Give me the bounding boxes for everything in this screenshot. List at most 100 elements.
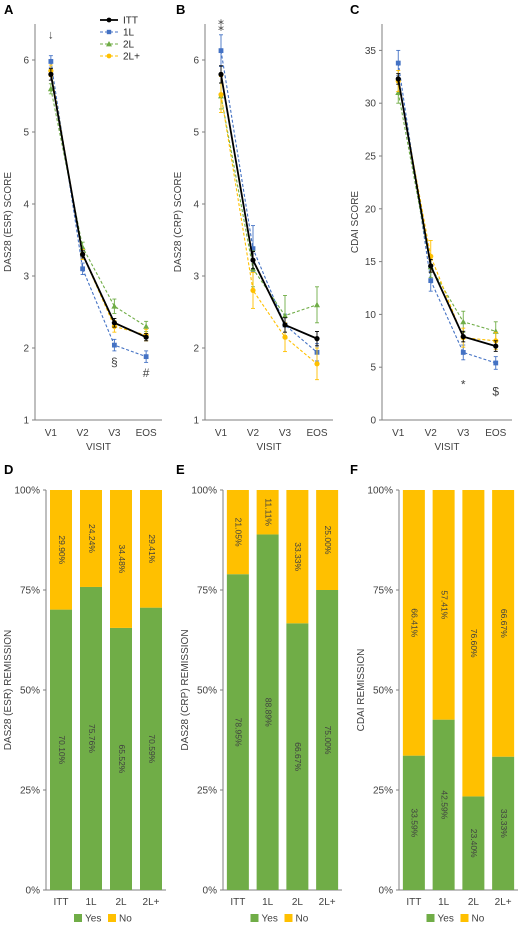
series-itt [218,65,320,347]
y-tick-label: 0 [370,416,376,427]
legend-label: 2L [123,40,135,51]
data-label: 65.52% [117,745,127,774]
y-tick-label: 1 [23,416,29,427]
x-tick-label: V3 [457,428,470,439]
data-point [314,336,320,342]
bar-yes [226,574,249,890]
bar-yes [140,607,162,890]
data-label: 88.89% [263,698,273,727]
y-tick-label: 3 [193,272,199,283]
data-label: 33.33% [293,542,303,571]
data-point [250,257,256,263]
legend-label: No [296,914,309,925]
legend-swatch [74,914,82,922]
series-2lplus [218,76,320,381]
bar-no [402,490,425,756]
y-tick-label: 25% [197,786,217,797]
legend-swatch [250,914,259,922]
x-tick-label: ITT [230,897,245,908]
data-label: 70.10% [57,735,67,764]
x-axis-title: VISIT [86,442,111,453]
data-point [428,263,434,269]
series-2lplus [395,70,499,350]
legend-marker [106,29,112,35]
legend-label: 2L+ [123,52,140,63]
y-tick-label: 75% [197,586,217,597]
x-tick-label: 2L+ [143,897,160,908]
data-label: 78.95% [234,718,244,747]
data-point [218,91,224,98]
data-label: 33.33% [499,809,509,838]
data-label: 57.41% [439,590,449,619]
data-label: 23.40% [469,829,479,858]
bar-yes [402,755,425,890]
data-label: 42.59% [439,790,449,819]
series-line [397,62,496,364]
legend-swatch [108,914,116,922]
data-point [48,71,54,77]
legend-swatch [426,914,435,922]
bar-yes [80,586,102,890]
x-tick-label: 1L [85,897,97,908]
bar-yes [256,534,279,890]
legend-swatch [284,914,293,922]
y-axis-title: DAS28 (CRP) SCORE [173,171,184,272]
data-point [111,320,117,326]
y-tick-label: 0% [26,886,41,897]
significance-marker: * [461,377,466,391]
y-tick-label: 2 [23,344,29,355]
y-tick-label: 35 [365,46,377,57]
panel-f: F 0% 25% 50% 75% 100% CDAI REMISSION 33.59% 66.4… [350,462,518,925]
series-line [397,92,496,332]
significance-marker: § [111,355,118,369]
series-line [49,74,147,339]
data-point [460,318,467,325]
legend: Yes No [74,914,132,925]
x-tick-label: 2L [292,897,304,908]
panel-a: A 1 2 3 4 5 6 V1 V2 V3 EOS VISIT DAS28 (ESR) SCORE ↓ §… [3,2,162,453]
data-label: 75.76% [87,724,97,753]
y-tick-label: 100% [191,486,217,497]
legend-marker [106,41,112,47]
series-itt [395,73,499,352]
x-tick-label: V2 [247,428,260,439]
y-tick-label: 50% [197,686,217,697]
y-tick-label: 0% [379,886,394,897]
legend-label: No [472,914,485,925]
panel-letter: A [4,2,14,17]
x-tick-label: ITT [406,897,421,908]
y-axis-title: CDAI REMISSION [356,649,367,732]
data-point [250,287,256,293]
bar-yes [50,609,72,890]
legend-label: Yes [85,914,101,925]
x-axis-title: VISIT [256,442,281,453]
panel-letter: D [4,462,13,477]
data-label: 21.05% [234,518,244,547]
data-point [314,361,320,367]
data-point [395,60,401,66]
series-line [220,94,318,365]
series-1l [395,49,499,370]
series-1l [48,55,149,363]
panel-letter: C [350,2,360,17]
legend: Yes No [250,914,309,925]
series-1l [218,34,320,362]
legend-marker [106,17,112,23]
x-axis-title: VISIT [434,442,459,453]
y-tick-label: 3 [23,272,29,283]
panel-c: C 0 5 10 15 20 25 30 35 V1 V2 V3 EOS VISIT CDAI SCORE *… [350,2,512,453]
data-label: 66.67% [499,609,509,638]
data-point [250,246,256,252]
bar-yes [110,627,132,890]
significance-marker: ⁑ [218,19,224,34]
series-line [50,61,147,358]
y-tick-label: 25 [365,152,377,163]
series-line [397,78,497,347]
data-label: 29.90% [57,535,67,564]
data-label: 34.48% [117,545,127,574]
data-point [143,334,149,340]
x-tick-label: V1 [392,428,405,439]
data-point [80,251,86,257]
y-tick-label: 5 [370,363,376,374]
